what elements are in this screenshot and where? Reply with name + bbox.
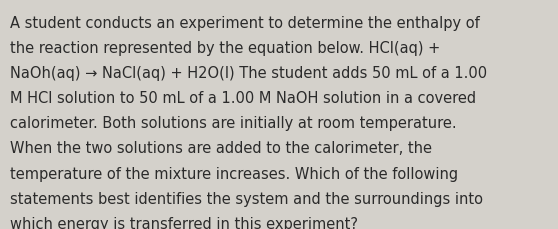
Text: temperature of the mixture increases. Which of the following: temperature of the mixture increases. Wh…	[10, 166, 458, 181]
Text: the reaction represented by the equation below. HCl(aq) +: the reaction represented by the equation…	[10, 41, 440, 56]
Text: statements best identifies the system and the surroundings into: statements best identifies the system an…	[10, 191, 483, 206]
Text: When the two solutions are added to the calorimeter, the: When the two solutions are added to the …	[10, 141, 432, 156]
Text: which energy is transferred in this experiment?: which energy is transferred in this expe…	[10, 216, 358, 229]
Text: calorimeter. Both solutions are initially at room temperature.: calorimeter. Both solutions are initiall…	[10, 116, 456, 131]
Text: A student conducts an experiment to determine the enthalpy of: A student conducts an experiment to dete…	[10, 16, 480, 31]
Text: NaOh(aq) → NaCl(aq) + H2O(l) The student adds 50 mL of a 1.00: NaOh(aq) → NaCl(aq) + H2O(l) The student…	[10, 66, 487, 81]
Text: M HCl solution to 50 mL of a 1.00 M NaOH solution in a covered: M HCl solution to 50 mL of a 1.00 M NaOH…	[10, 91, 476, 106]
